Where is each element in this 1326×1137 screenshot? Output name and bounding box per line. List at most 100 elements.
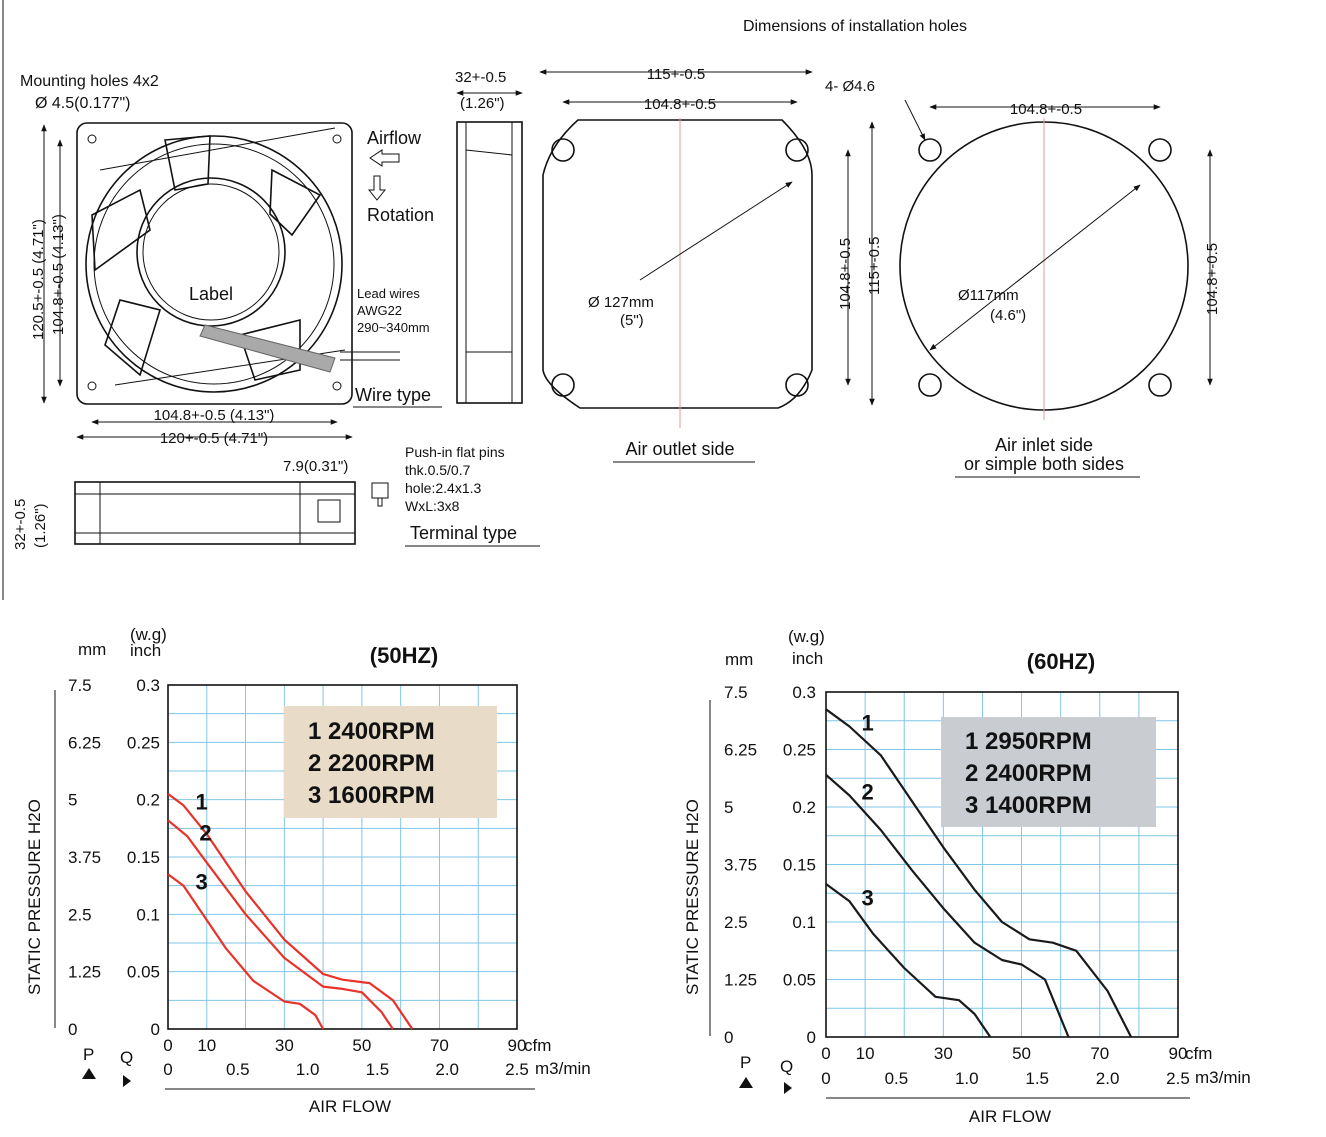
y-tick-mm: 6.25 — [68, 733, 101, 752]
mounting-holes-label: Mounting holes 4x2 — [20, 73, 159, 90]
wg-axis-label: (w.g) — [130, 625, 167, 644]
hole-spec-leader — [904, 99, 926, 141]
y-tick-inch: 0.25 — [783, 741, 816, 760]
outlet-diameter-line — [639, 181, 793, 281]
inlet-hole — [1148, 373, 1172, 397]
y-tick-mm: 5 — [724, 798, 733, 817]
series-line-1 — [825, 708, 1133, 1038]
outlet-shroud — [542, 119, 813, 409]
lead-wire-bundle — [199, 324, 336, 373]
y-tick-mm: 7.5 — [724, 683, 748, 702]
mounting-hole — [332, 134, 342, 144]
p-label: P — [83, 1045, 94, 1064]
outlet-diameter-text: Ø 127mm — [588, 294, 654, 311]
outlet-hole — [551, 373, 575, 397]
fan-blade — [269, 168, 322, 237]
outlet-side-label: Air outlet side — [625, 439, 734, 459]
width-dimension-text: 120+-0.5 (4.71") — [160, 430, 268, 447]
terminal-note: hole:2.4x1.3 — [405, 480, 481, 496]
chart-50hz: mm (w.g) inch (50HZ) 1 2400RPM 2 2200RPM… — [25, 625, 591, 1116]
x-tick-cfm: 90 — [508, 1036, 527, 1055]
y-tick-inch: 0.15 — [127, 848, 160, 867]
inlet-diameter-inch: (4.6") — [990, 307, 1026, 324]
fan-hub-inner — [142, 183, 280, 321]
series-label: 1 — [861, 711, 873, 736]
airflow-arrow-icon — [369, 149, 400, 167]
fan-blade — [238, 318, 301, 381]
x-tick-cfm: 50 — [1012, 1044, 1031, 1063]
legend-box — [284, 706, 497, 818]
legend-entry: 3 1600RPM — [308, 782, 435, 809]
cfm-unit: cfm — [1185, 1044, 1212, 1063]
hole-width-dimension-text: 104.8+-0.5 (4.13") — [154, 407, 275, 424]
fan-side-view: 32+-0.5 (1.26") — [455, 69, 523, 404]
legend-entry: 3 1400RPM — [965, 792, 1092, 819]
fan-blade — [91, 188, 151, 272]
x-tick-cfm: 50 — [352, 1036, 371, 1055]
series-label: 2 — [199, 820, 211, 845]
inlet-diameter-text: Ø117mm — [958, 287, 1019, 304]
inlet-side-label: Air inlet side — [995, 435, 1093, 455]
x-tick-cfm: 70 — [1090, 1044, 1109, 1063]
series-line-2 — [825, 773, 1070, 1038]
side-flange — [465, 122, 513, 403]
series-line-2 — [167, 819, 394, 1030]
terminal-pin — [317, 499, 341, 523]
y-tick-inch: 0.1 — [792, 913, 816, 932]
plot-frame — [825, 691, 1179, 1038]
fan-hub — [136, 177, 286, 327]
outlet-vertical-span-text: 115+-0.5 — [866, 236, 883, 295]
lead-wires-length: 290~340mm — [357, 320, 430, 335]
chart-60hz: mm (w.g) inch (60HZ) 1 2950RPM 2 2400RPM… — [683, 627, 1251, 1126]
x-tick-m3min: 1.0 — [955, 1069, 979, 1088]
x-tick-cfm: 30 — [275, 1036, 294, 1055]
mounting-hole — [332, 381, 342, 391]
m3-unit: m3/min — [1195, 1068, 1251, 1087]
y-tick-inch: 0.05 — [783, 971, 816, 990]
legend-entry: 2 2200RPM — [308, 750, 435, 777]
series-label: 3 — [861, 885, 873, 910]
installation-title: Dimensions of installation holes — [743, 18, 967, 35]
airflow-label: Airflow — [367, 128, 422, 148]
y-tick-mm: 7.5 — [68, 676, 92, 695]
hole-height-dimension-text: 104.8+-0.5 (4.13") — [50, 214, 67, 335]
y-tick-mm: 3.75 — [68, 848, 101, 867]
series-label: 2 — [861, 780, 873, 805]
series-label: 3 — [196, 870, 208, 895]
cfm-unit: cfm — [524, 1036, 551, 1055]
terminal-detail — [75, 482, 355, 544]
terminal-type-label: Terminal type — [410, 523, 517, 543]
inlet-vertical-text: 104.8+-0.5 — [1204, 243, 1221, 315]
x-axis-title: AIR FLOW — [969, 1107, 1051, 1126]
chart-title: (60HZ) — [1027, 649, 1095, 674]
height-dimension-text: 120.5+-0.5 (4.71") — [30, 219, 47, 340]
x-tick-m3min: 1.5 — [366, 1060, 390, 1079]
x-tick-cfm: 10 — [197, 1036, 216, 1055]
lead-wires-label: Lead wires — [357, 286, 420, 301]
x-tick-cfm: 0 — [163, 1036, 172, 1055]
p-marker-icon — [739, 1077, 753, 1088]
hole-spec-text: 4- Ø4.6 — [825, 78, 875, 95]
outlet-view: 115+-0.5 104.8+-0.5 Ø 127mm (5") 104.8+-… — [539, 66, 883, 463]
plot-frame — [167, 684, 518, 1030]
inlet-side-label-2: or simple both sides — [964, 454, 1124, 474]
terminal-view: 32+-0.5 (1.26") 7.9(0.31") Push-in flat … — [12, 444, 540, 550]
outlet-hole — [785, 138, 809, 162]
mm-axis-label: mm — [78, 640, 106, 659]
mounting-diameter-label: Ø 4.5(0.177") — [35, 95, 131, 112]
series-label: 1 — [196, 789, 208, 814]
y-tick-mm: 1.25 — [68, 963, 101, 982]
y-tick-inch: 0.05 — [127, 963, 160, 982]
legend-entry: 2 2400RPM — [965, 760, 1092, 787]
y-tick-inch: 0.3 — [136, 676, 160, 695]
fan-blade — [164, 135, 211, 191]
p-marker-icon — [82, 1068, 96, 1079]
inlet-diameter-line — [929, 184, 1141, 351]
depth-side-inch: (1.26") — [32, 503, 49, 548]
terminal-note: thk.0.5/0.7 — [405, 462, 471, 478]
inch-axis-label: inch — [130, 641, 161, 660]
y-tick-inch: 0 — [807, 1028, 816, 1047]
inlet-hole — [1148, 138, 1172, 162]
q-label: Q — [780, 1057, 793, 1076]
